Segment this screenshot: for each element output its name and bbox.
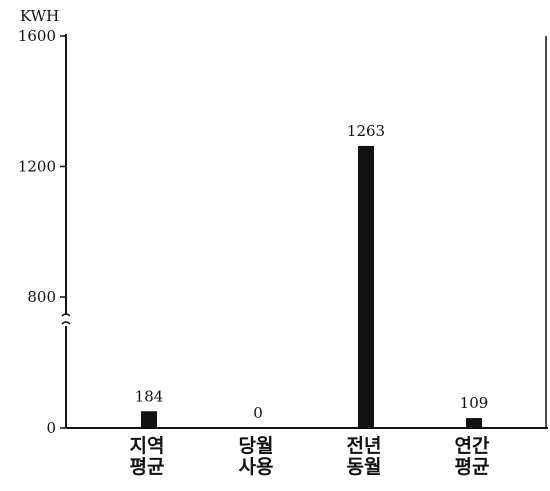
value-label: 109 [460,394,489,412]
category-label: 동월 [347,456,382,478]
y-axis-ticks: 0 800 1200 1600 [18,27,66,437]
y-unit-label: KWH [20,7,59,25]
axis-break-mark [61,313,71,325]
axes [61,34,548,429]
value-label: 1263 [347,122,385,140]
category-label: 당월 [239,435,274,457]
y-tick-label: 1200 [18,158,56,176]
category-label: 사용 [239,456,274,478]
y-tick-label: 800 [27,288,56,306]
category-label: 전년 [347,435,382,457]
value-labels: 184 0 1263 109 [135,122,489,422]
bar [466,418,482,428]
category-label: 지역 [130,435,165,457]
category-label: 연간 [455,435,490,457]
category-label: 평균 [455,456,490,478]
y-tick-label: 1600 [18,27,56,45]
bar [141,411,157,428]
bar [358,145,374,429]
y-tick-label: 0 [46,419,56,437]
value-label: 0 [253,404,263,422]
bars [141,145,482,429]
category-label: 평균 [130,456,165,478]
value-label: 184 [135,387,164,405]
